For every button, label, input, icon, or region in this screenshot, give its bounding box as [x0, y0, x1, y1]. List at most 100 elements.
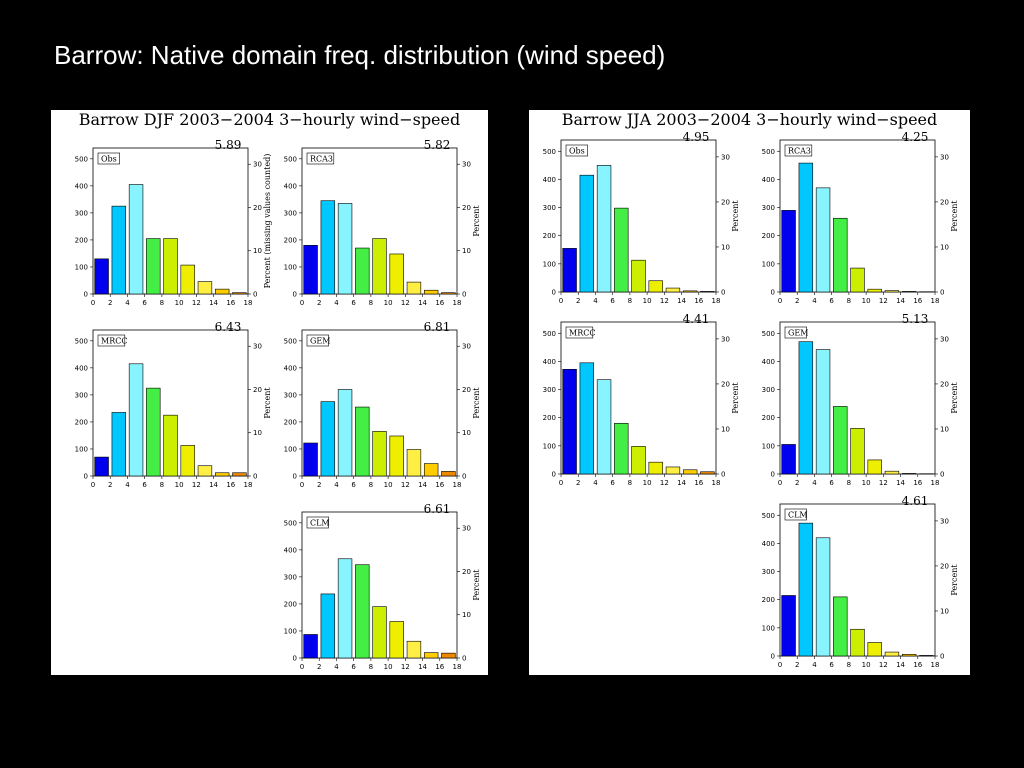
- chart-clm: 0 2 4 6 8 10 12 14 16 1801002003004005000102030Pe…: [762, 494, 959, 669]
- model-label: MRCC: [101, 337, 127, 346]
- bar: [389, 253, 404, 295]
- x-tick-label: 14: [418, 663, 427, 671]
- y2-tick-label: 0: [940, 289, 944, 297]
- jja-plots: 0 2 4 6 8 10 12 14 16 1801002003004005000102030Pe…: [543, 130, 959, 669]
- model-label-box: [306, 516, 329, 529]
- x-tick-label: 18: [453, 299, 462, 307]
- x-tick-label: 12: [401, 663, 410, 671]
- bar: [355, 247, 370, 295]
- x-tick-label: 14: [677, 479, 686, 487]
- bar: [781, 444, 796, 475]
- x-tick-label: 0: [559, 479, 563, 487]
- bar: [232, 472, 247, 477]
- y2-tick-label: 30: [462, 343, 471, 351]
- x-tick-label: 12: [879, 661, 888, 669]
- bar: [700, 471, 715, 475]
- y-tick-label: 0: [293, 655, 297, 663]
- x-tick-label: 10: [862, 661, 871, 669]
- y2-tick-label: 30: [253, 343, 262, 351]
- y2-tick-label: 10: [462, 247, 471, 255]
- y-tick-label: 400: [543, 358, 556, 366]
- mean-value: 6.61: [424, 502, 451, 516]
- bar: [146, 238, 161, 295]
- y-tick-label: 200: [284, 236, 297, 244]
- x-tick-label: 16: [435, 481, 444, 489]
- x-tick-label: 12: [192, 481, 201, 489]
- bar: [901, 473, 917, 475]
- bar: [320, 401, 336, 477]
- y-tick-label: 400: [284, 364, 297, 372]
- y2-tick-label: 10: [721, 243, 730, 251]
- bar: [423, 289, 439, 295]
- x-tick-label: 6: [351, 481, 356, 489]
- model-label-box: [306, 152, 335, 165]
- bar: [111, 205, 127, 295]
- y2-tick-label: 20: [940, 198, 949, 206]
- chart-gem: 0 2 4 6 8 10 12 14 16 1801002003004005000102030Pe…: [284, 320, 481, 489]
- x-tick-label: 6: [142, 481, 147, 489]
- model-label-box: [784, 508, 807, 521]
- bar: [631, 259, 646, 293]
- x-tick-label: 18: [712, 297, 721, 305]
- y-tick-label: 300: [284, 573, 297, 581]
- panel-djf: Barrow DJF 2003−2004 3−hourly wind−speed…: [51, 110, 488, 675]
- x-tick-label: 12: [879, 297, 888, 305]
- x-tick-label: 16: [226, 299, 235, 307]
- x-tick-label: 12: [192, 299, 201, 307]
- y2-tick-label: 0: [940, 653, 944, 661]
- y2-tick-label: 30: [462, 525, 471, 533]
- y-tick-label: 400: [543, 176, 556, 184]
- x-tick-label: 16: [913, 297, 922, 305]
- panel-title: Barrow DJF 2003−2004 3−hourly wind−speed: [78, 110, 461, 129]
- y-tick-label: 300: [543, 386, 556, 394]
- y-tick-label: 500: [75, 337, 88, 345]
- x-tick-label: 6: [829, 297, 834, 305]
- bar: [372, 431, 387, 477]
- x-tick-label: 2: [795, 661, 799, 669]
- x-tick-label: 0: [91, 481, 95, 489]
- bar: [614, 423, 629, 475]
- bar: [815, 537, 831, 657]
- x-tick-label: 2: [317, 299, 321, 307]
- bar: [815, 349, 831, 475]
- x-tick-label: 10: [175, 481, 184, 489]
- y2-tick-label: 30: [462, 161, 471, 169]
- y-tick-label: 0: [771, 289, 775, 297]
- panel-title: Barrow JJA 2003−2004 3−hourly wind−speed: [561, 110, 938, 129]
- y2-tick-label: 10: [462, 429, 471, 437]
- x-tick-label: 14: [677, 297, 686, 305]
- y2-tick-label: 20: [462, 386, 471, 394]
- y2-tick-label: 10: [940, 607, 949, 615]
- bar: [919, 655, 934, 657]
- x-tick-label: 4: [334, 663, 339, 671]
- x-tick-label: 0: [778, 297, 782, 305]
- x-tick-label: 18: [244, 299, 253, 307]
- x-tick-label: 16: [694, 297, 703, 305]
- bar: [372, 238, 387, 295]
- y-tick-label: 200: [284, 418, 297, 426]
- model-label-box: [784, 144, 813, 157]
- x-tick-label: 8: [160, 481, 164, 489]
- model-label-box: [565, 144, 588, 157]
- x-tick-label: 4: [812, 479, 817, 487]
- bar: [665, 287, 681, 293]
- bar: [648, 280, 663, 293]
- y2-tick-label: 10: [940, 425, 949, 433]
- model-label-box: [306, 334, 329, 347]
- y2-tick-label: 0: [462, 291, 466, 299]
- x-tick-label: 2: [576, 297, 580, 305]
- bar: [355, 406, 370, 477]
- y2-tick-label: 0: [462, 655, 466, 663]
- y-tick-label: 500: [75, 155, 88, 163]
- y2-tick-label: 30: [721, 153, 730, 161]
- y-tick-label: 300: [284, 391, 297, 399]
- y2-tick-label: 10: [721, 425, 730, 433]
- y2-tick-label: 30: [940, 153, 949, 161]
- y-tick-label: 500: [762, 512, 775, 520]
- x-tick-label: 18: [453, 481, 462, 489]
- x-tick-label: 4: [334, 299, 339, 307]
- chart-gem: 0 2 4 6 8 10 12 14 16 1801002003004005000102030Pe…: [762, 312, 959, 487]
- y-tick-label: 400: [762, 540, 775, 548]
